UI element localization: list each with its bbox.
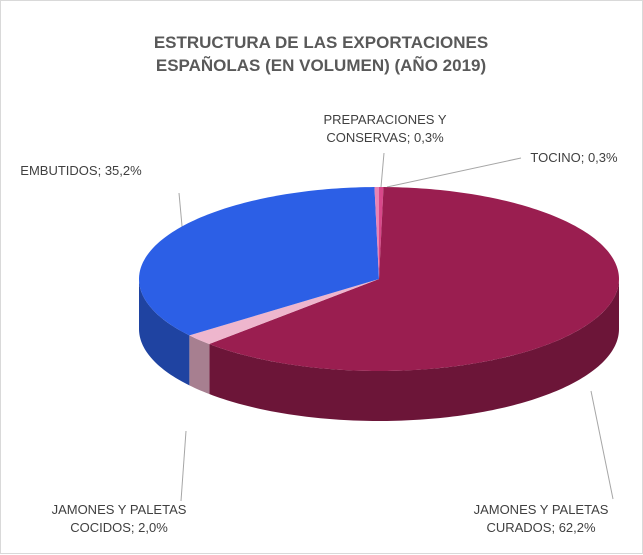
data-label: PREPARACIONES Y CONSERVAS; 0,3% [305, 111, 465, 147]
slice-side [209, 279, 619, 421]
data-label: JAMONES Y PALETAS COCIDOS; 2,0% [39, 501, 199, 537]
leader-line [386, 157, 522, 188]
label-value: 62,2% [558, 520, 596, 535]
leader-line [180, 430, 187, 502]
pie-slice [379, 187, 384, 279]
label-category: JAMONES Y PALETAS COCIDOS [51, 502, 191, 535]
label-separator: ; [130, 520, 139, 535]
data-label: EMBUTIDOS; 35,2% [0, 162, 166, 180]
slice-side [139, 279, 190, 386]
slice-top [379, 187, 384, 279]
label-separator: ; [97, 163, 105, 178]
chart-title: ESTRUCTURA DE LAS EXPORTACIONES ESPAÑOLA… [153, 33, 489, 75]
pie-slice [189, 279, 379, 395]
pie-slice [139, 187, 379, 386]
label-value: 0,3% [414, 130, 444, 145]
label-value: 35,2% [104, 163, 142, 178]
data-label: TOCINO; 0,3% [504, 149, 643, 167]
label-separator: ; [551, 520, 559, 535]
label-separator: ; [580, 150, 588, 165]
label-category: EMBUTIDOS [20, 163, 98, 178]
slices [139, 187, 619, 421]
leader-line [590, 390, 614, 500]
slice-top [374, 187, 379, 279]
pie-slice [374, 187, 379, 279]
data-label: JAMONES Y PALETAS CURADOS; 62,2% [461, 501, 621, 537]
leader-line [380, 152, 385, 188]
slice-top [139, 187, 379, 336]
label-category: TOCINO [530, 150, 581, 165]
slice-side [189, 335, 210, 395]
label-value: 2,0% [138, 520, 168, 535]
label-category: JAMONES Y PALETAS CURADOS [473, 502, 613, 535]
slice-top [189, 279, 379, 345]
label-value: 0,3% [587, 150, 618, 165]
slice-top [209, 187, 619, 371]
pie-slice [209, 187, 619, 421]
label-separator: ; [406, 130, 415, 145]
label-category: PREPARACIONES Y CONSERVAS [323, 112, 451, 145]
